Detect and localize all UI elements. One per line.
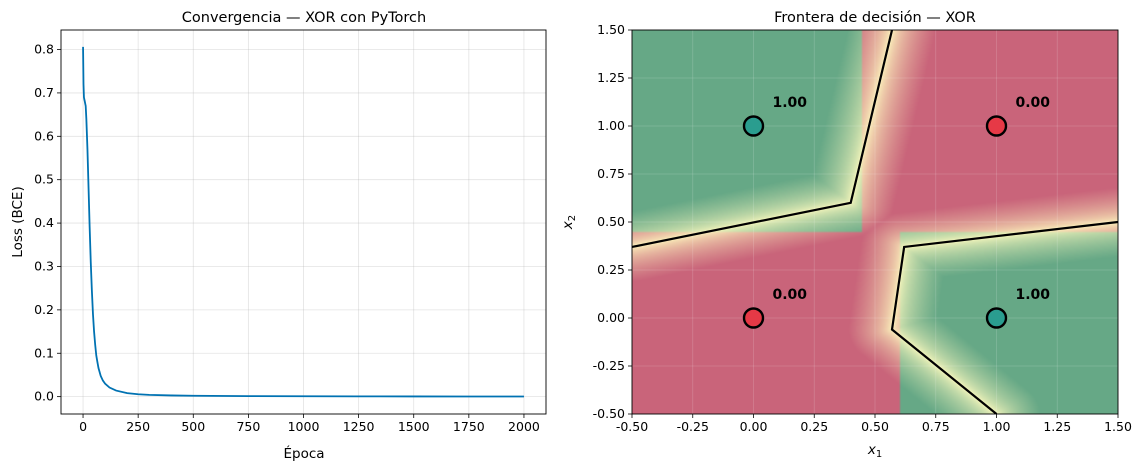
- x-tick-label: 250: [126, 419, 150, 434]
- boundary-line: [632, 30, 894, 249]
- x-tick-label: 1.50: [1104, 419, 1132, 434]
- decision-boundary-lines: [632, 30, 1118, 414]
- xor-point: [742, 115, 765, 137]
- xor-point: [985, 307, 1008, 329]
- x-tick-label: 1250: [343, 419, 375, 434]
- y-tick-label: 0.6: [34, 128, 54, 143]
- boundary-chart-grid: [632, 30, 1118, 414]
- loss-chart-grid: [61, 30, 546, 414]
- x-tick-label: 1.25: [1043, 419, 1071, 434]
- xor-point-label: 1.00: [1016, 287, 1051, 303]
- y-tick-label: 0.0: [34, 389, 54, 404]
- loss-chart-ticks: 0 250 500 750 1000 1250 1500 1750 2000 0.0 0.1 0.2 0…: [34, 42, 540, 434]
- x-tick-label: 0.00: [740, 419, 768, 434]
- x-tick-label: 750: [236, 419, 260, 434]
- y-tick-label: 0.7: [34, 85, 54, 100]
- boundary-chart-title: Frontera de decisión — XOR: [774, 10, 976, 26]
- x-tick-label: 0.50: [861, 419, 889, 434]
- x-tick-label: 1750: [453, 419, 485, 434]
- y-tick-label: 1.25: [597, 70, 625, 85]
- x-tick-label: 2000: [508, 419, 540, 434]
- boundary-chart-ylabel: x2: [560, 215, 578, 230]
- loss-chart: Convergencia — XOR con PyTorch 0 250 500 75…: [10, 10, 547, 462]
- y-tick-label: 0.00: [597, 310, 625, 325]
- x-tick-label: 1500: [398, 419, 430, 434]
- boundary-line: [890, 220, 1118, 414]
- y-tick-label: 1.50: [597, 22, 625, 37]
- x-tick-label: -0.50: [616, 419, 648, 434]
- decision-boundary-chart: Frontera de decisión — XOR 1.00 0.000.00 1…: [560, 10, 1132, 460]
- y-tick-label: 0.1: [34, 345, 54, 360]
- xor-point: [742, 307, 765, 329]
- y-tick-label: 0.25: [597, 262, 625, 277]
- boundary-chart-xlabel: x1: [867, 442, 882, 460]
- xor-point: [985, 115, 1008, 137]
- x-tick-label: 500: [181, 419, 205, 434]
- y-tick-label: 0.3: [34, 258, 54, 273]
- x-tick-label: 0: [79, 419, 87, 434]
- xor-points: 1.00 0.00 0.00 1.00: [742, 95, 1051, 329]
- xor-point-label: 0.00: [1016, 95, 1051, 111]
- y-tick-label: 0.5: [34, 172, 54, 187]
- x-tick-label: 1.00: [983, 419, 1011, 434]
- x-tick-label: 0.25: [800, 419, 828, 434]
- y-tick-label: 1.00: [597, 118, 625, 133]
- decision-heatmap: [632, 30, 1118, 414]
- loss-series-line: [82, 46, 524, 398]
- y-tick-label: 0.8: [34, 42, 54, 57]
- y-tick-label: 0.2: [34, 302, 54, 317]
- xor-point-label: 0.00: [773, 287, 808, 303]
- loss-chart-title: Convergencia — XOR con PyTorch: [182, 10, 426, 26]
- y-tick-label: 0.75: [597, 166, 625, 181]
- y-tick-label: -0.50: [593, 406, 625, 421]
- y-tick-label: -0.25: [593, 358, 625, 373]
- loss-chart-xlabel: Época: [283, 445, 324, 462]
- x-tick-label: -0.25: [677, 419, 709, 434]
- loss-chart-ylabel: Loss (BCE): [10, 186, 26, 257]
- x-tick-label: 0.75: [922, 419, 950, 434]
- xor-point-label: 1.00: [773, 95, 808, 111]
- boundary-chart-ticks: -0.50 -0.25 0.00 0.25 0.50 0.75 1.00 1.25 1.50 -0…: [593, 22, 1132, 434]
- x-tick-label: 1000: [288, 419, 320, 434]
- y-tick-label: 0.50: [597, 214, 625, 229]
- y-tick-label: 0.4: [34, 215, 54, 230]
